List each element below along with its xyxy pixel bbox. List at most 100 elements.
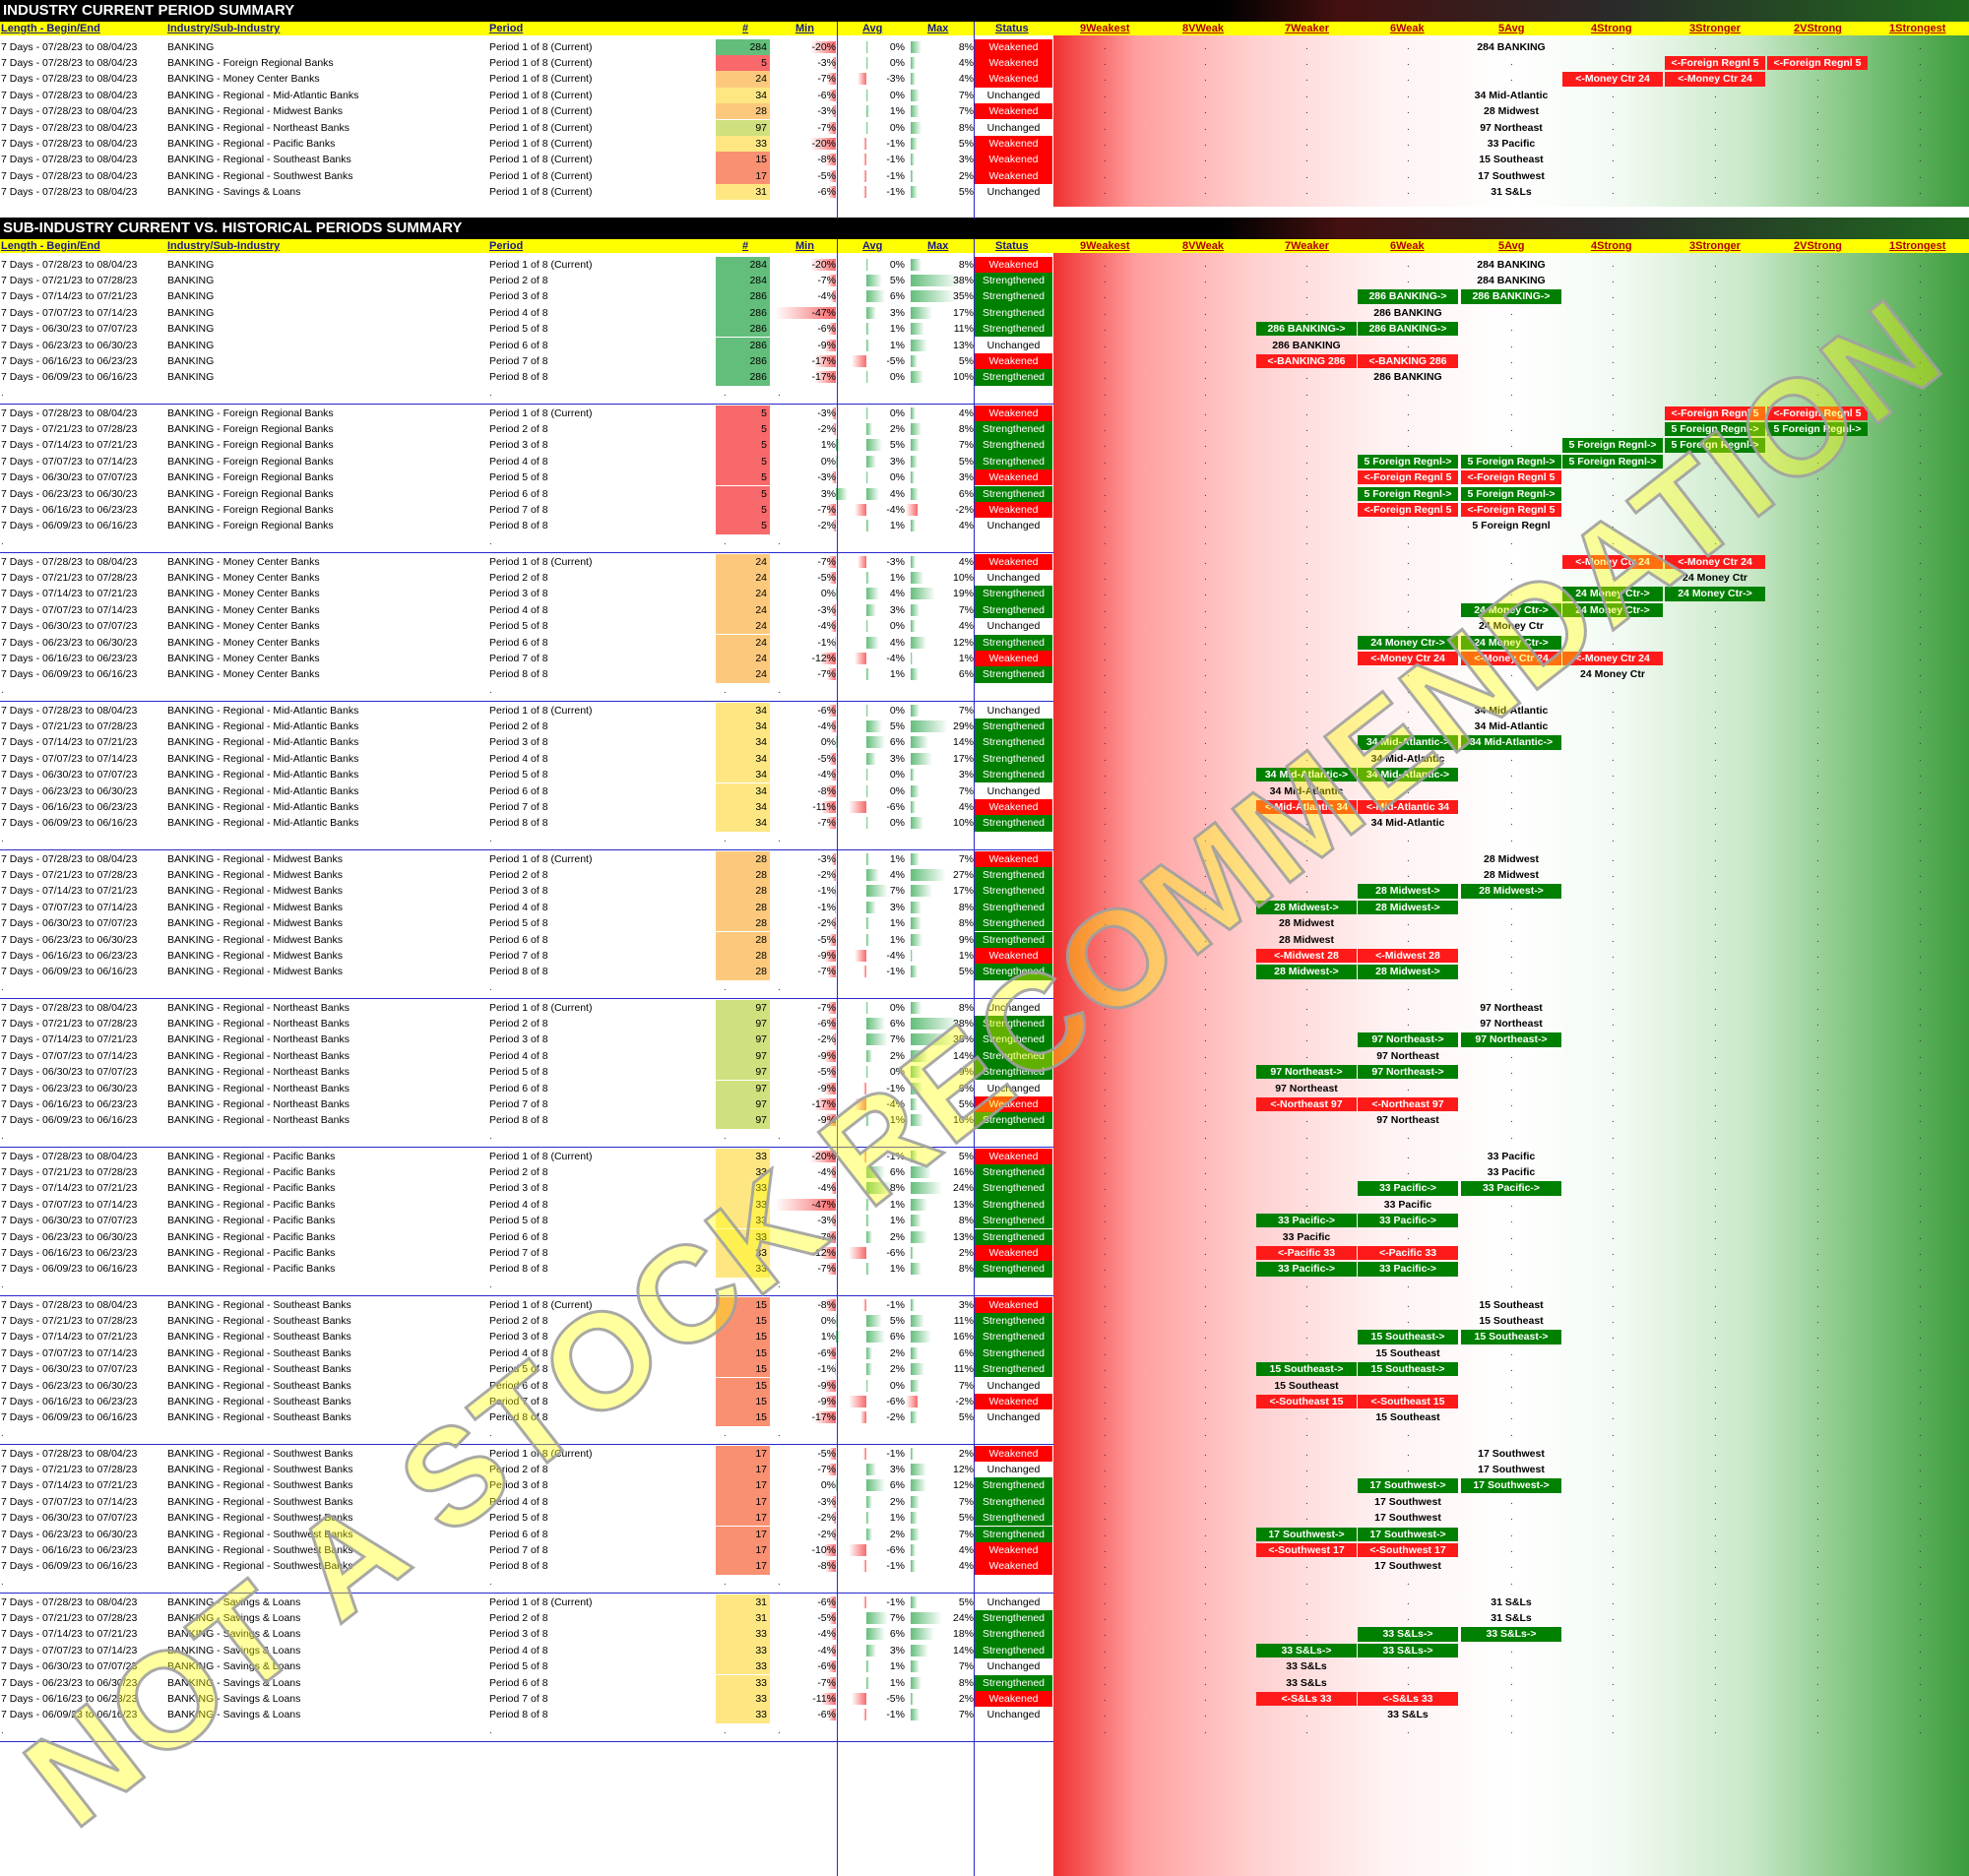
zone-marker: . xyxy=(1104,1279,1107,1290)
zone-marker: . xyxy=(1919,704,1922,716)
min-bar xyxy=(830,769,836,782)
zone-marker: . xyxy=(1816,901,1819,912)
zone-marker: . xyxy=(1919,1528,1922,1539)
zone-marker: . xyxy=(1104,455,1107,467)
zone-marker: . xyxy=(1204,169,1207,181)
min-bar xyxy=(826,274,836,286)
min-value: -8% xyxy=(817,154,836,166)
zone-marker: . xyxy=(1919,1363,1922,1375)
zone-marker: . xyxy=(1305,154,1308,165)
zone-marker: . xyxy=(1919,1246,1922,1258)
table-row: 7 Days - 06/16/23 to 06/23/23 BANKING - R… xyxy=(0,1541,1969,1559)
industry-name: BANKING - Regional - Pacific Banks xyxy=(167,1230,336,1243)
max-bar xyxy=(911,784,921,797)
industry-name: BANKING - Regional - Midwest Banks xyxy=(167,105,343,118)
zone-marker: . xyxy=(1204,833,1207,844)
status-badge: Strengthened xyxy=(975,634,1052,651)
zone-marker: . xyxy=(1919,154,1922,165)
period-label: Period 4 of 8 xyxy=(489,603,548,616)
avg-value: 4% xyxy=(889,636,905,649)
avg-bar xyxy=(866,323,870,336)
zone-marker: . xyxy=(1510,439,1513,451)
zone-marker: . xyxy=(1919,1082,1922,1094)
zone-marker: . xyxy=(1714,1033,1717,1045)
industry-name: BANKING - Foreign Regional Banks xyxy=(167,406,334,419)
zone-marker: . xyxy=(1204,503,1207,515)
rank-chip: 286 BANKING-> xyxy=(1358,322,1458,337)
zone-marker: . xyxy=(1919,1314,1922,1326)
rank-chip: 97 Northeast xyxy=(1480,1001,1543,1014)
table-row: 7 Days - 06/23/23 to 06/30/23 BANKING - R… xyxy=(0,1228,1969,1245)
zone-marker: . xyxy=(1407,1595,1410,1607)
avg-bar xyxy=(866,668,870,681)
date-range: 7 Days - 07/28/23 to 08/04/23 xyxy=(1,40,138,53)
min-value: -7% xyxy=(817,503,836,516)
avg-value: 2% xyxy=(889,1363,905,1376)
count-cell: 17 xyxy=(716,1526,770,1542)
zone-marker: . xyxy=(1204,588,1207,599)
min-bar xyxy=(836,439,840,452)
rank-chip: <-Mid-Atlantic 34 xyxy=(1358,799,1458,815)
date-range: 7 Days - 06/09/23 to 06/16/23 xyxy=(1,520,138,532)
zone-marker: . xyxy=(1510,1263,1513,1275)
zone-marker: . xyxy=(1919,121,1922,133)
max-value: 4% xyxy=(958,1560,974,1573)
zone-marker: . xyxy=(1612,1066,1615,1078)
zone-marker: . xyxy=(1714,949,1717,961)
avg-value: 5% xyxy=(889,274,905,286)
period-label: Period 1 of 8 (Current) xyxy=(489,406,593,419)
industry-name: BANKING - Money Center Banks xyxy=(167,636,320,649)
zone-marker: . xyxy=(1612,1331,1615,1343)
count-cell: 31 xyxy=(716,1594,770,1610)
column-rule xyxy=(974,239,975,1876)
status-badge: Strengthened xyxy=(975,601,1052,619)
zone-marker: . xyxy=(1407,137,1410,149)
min-value: -4% xyxy=(817,290,836,303)
rank-chip: <-Foreign Regnl 5 xyxy=(1358,470,1458,485)
period-label: Period 7 of 8 xyxy=(489,1246,548,1259)
status-badge: Weakened xyxy=(975,256,1052,273)
table-row: 7 Days - 06/23/23 to 06/30/23 BANKING - M… xyxy=(0,634,1969,651)
industry-name: BANKING - Regional - Southwest Banks xyxy=(167,1447,353,1460)
avg-bar xyxy=(866,901,876,913)
zone-marker: . xyxy=(1204,154,1207,165)
max-value: 8% xyxy=(958,1676,974,1689)
max-value: 13% xyxy=(952,339,974,351)
min-bar xyxy=(832,603,836,616)
zone-marker: . xyxy=(1305,719,1308,731)
zone-marker: . xyxy=(1714,1427,1717,1439)
max-value: 11% xyxy=(953,323,974,336)
avg-bar xyxy=(866,571,870,584)
zone-marker: . xyxy=(1510,769,1513,781)
count-cell: 33 xyxy=(716,1674,770,1691)
blank-marker: . xyxy=(1,981,4,993)
zone-marker: . xyxy=(1919,1447,1922,1459)
date-range: 7 Days - 07/28/23 to 08/04/23 xyxy=(1,1447,138,1460)
rank-chip: 15 Southeast-> xyxy=(1358,1362,1458,1377)
zone-marker: . xyxy=(1104,1097,1107,1109)
min-value: -3% xyxy=(817,603,836,616)
zone-marker: . xyxy=(1204,901,1207,912)
rank-chip: 5 Foreign Regnl-> xyxy=(1461,454,1561,469)
rank-chip: 34 Mid-Atlantic xyxy=(1474,89,1549,101)
date-range: 7 Days - 07/07/23 to 07/14/23 xyxy=(1,901,138,913)
period-label: Period 1 of 8 (Current) xyxy=(489,852,593,865)
avg-value: 1% xyxy=(889,668,905,681)
min-value: -4% xyxy=(817,719,836,732)
max-value: 8% xyxy=(958,1001,974,1014)
zone-marker: . xyxy=(1104,487,1107,499)
column-header-row: Length - Begin/End Industry/Sub-Industry P… xyxy=(0,239,1969,253)
zone-marker: . xyxy=(1104,137,1107,149)
min-value: -4% xyxy=(817,1628,836,1641)
date-range: 7 Days - 06/16/23 to 06/23/23 xyxy=(1,1097,138,1110)
table-row: 7 Days - 07/07/23 to 07/14/23 BANKING - R… xyxy=(0,1344,1969,1362)
count-cell: 24 xyxy=(716,650,770,667)
zone-marker: . xyxy=(1816,736,1819,748)
avg-value: 1% xyxy=(889,571,905,584)
zone-marker: . xyxy=(1816,833,1819,844)
date-range: 7 Days - 06/09/23 to 06/16/23 xyxy=(1,371,138,384)
rank-chip: 33 Pacific-> xyxy=(1256,1262,1357,1277)
zone-marker: . xyxy=(1510,73,1513,85)
zone-marker: . xyxy=(1104,1150,1107,1161)
zone-marker: . xyxy=(1510,1644,1513,1656)
